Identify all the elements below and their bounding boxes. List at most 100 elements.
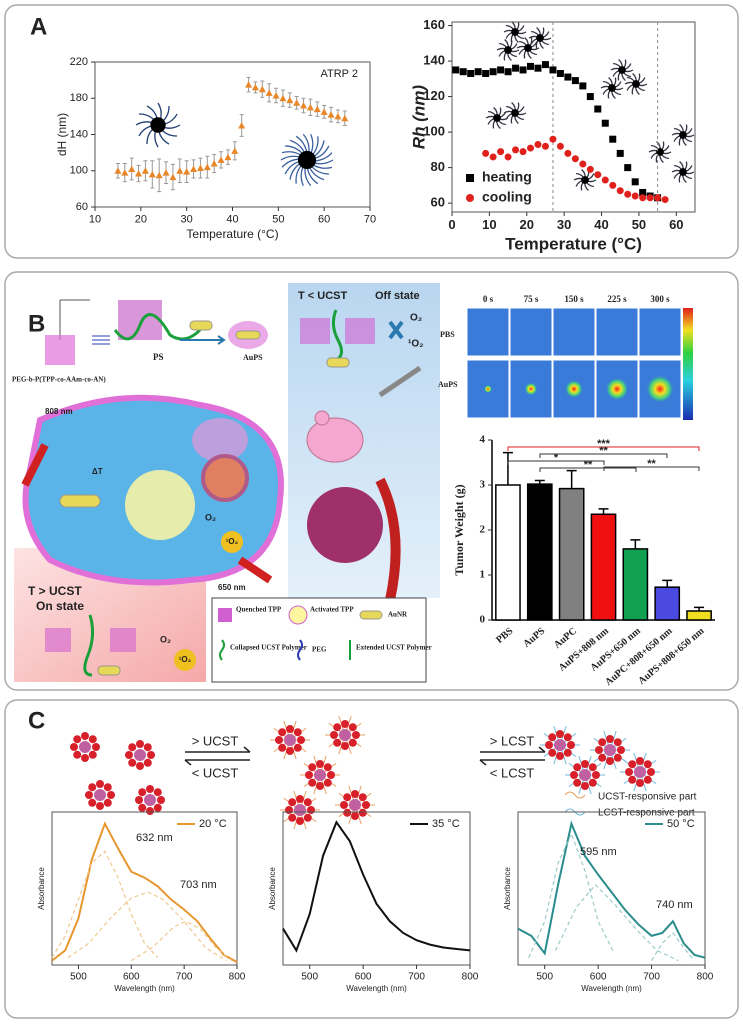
y-tick-label: 60 [431, 195, 445, 210]
micelle-unit [628, 760, 637, 769]
legend-text: LCST-responsive part [598, 808, 695, 819]
micelle-unit [333, 723, 342, 732]
point [609, 135, 617, 143]
point [231, 147, 239, 154]
point [121, 169, 129, 176]
micelle-unit [581, 760, 589, 768]
thermal-cell [595, 359, 639, 419]
point [541, 61, 549, 69]
point [624, 164, 632, 172]
y-tick-label: 1 [480, 569, 486, 581]
micelle-unit [563, 748, 572, 757]
time-label: 150 s [564, 294, 584, 304]
point [534, 141, 542, 149]
activated-tpp [110, 628, 136, 652]
o2-label: O₂ [205, 512, 216, 522]
micelle-unit [343, 808, 352, 817]
micelle-unit [92, 743, 100, 751]
point [512, 64, 520, 72]
point [279, 94, 287, 102]
equilibrium-arrow [479, 746, 546, 766]
plot-frame [282, 811, 471, 966]
x-tick-label: 500 [536, 972, 553, 983]
legend-label: heating [482, 169, 532, 185]
collapsed-polymer [331, 309, 343, 362]
micelle-unit [341, 720, 349, 728]
bar [558, 487, 585, 621]
micelle-unit [592, 771, 600, 779]
time-label: 225 s [607, 294, 627, 304]
time-label: 75 s [524, 294, 539, 304]
x-tick-label: 70 [364, 213, 376, 225]
error-bar [630, 539, 641, 549]
point [258, 85, 266, 93]
y-tick-label: 140 [70, 128, 88, 140]
mouse [306, 417, 364, 463]
aunr [59, 494, 101, 508]
point [467, 69, 475, 77]
point [169, 173, 177, 181]
peak-label: 595 nm [580, 846, 617, 858]
point [556, 69, 564, 77]
x-tick-label: 20 [520, 217, 534, 232]
micelle-unit [278, 743, 287, 752]
point [155, 171, 163, 179]
time-label: 300 s [650, 294, 670, 304]
x-tick-label: 0 [448, 217, 455, 232]
point [114, 167, 122, 174]
micelle-unit [275, 736, 283, 744]
x-tick-label: 20 [135, 213, 147, 225]
point [601, 119, 609, 127]
point [556, 142, 564, 150]
x-axis-label: Wavelength (nm) [114, 984, 175, 993]
micelle-unit [88, 735, 97, 744]
micelle-unit [286, 725, 294, 733]
transition-label: > UCST [192, 733, 239, 748]
micelle-unit [293, 728, 302, 737]
micelle-unit [628, 775, 637, 784]
y-tick-label: 160 [423, 17, 445, 32]
significance-bracket [507, 446, 700, 451]
micelle-unit [136, 762, 144, 770]
on-state-label: On state [36, 599, 84, 613]
point [586, 93, 594, 101]
x-axis-label: Wavelength (nm) [581, 984, 642, 993]
x-tick-label: 50 [272, 213, 284, 225]
micelle-unit [303, 813, 312, 822]
point [594, 105, 602, 113]
ps-label: PS [153, 352, 164, 362]
point [541, 142, 549, 150]
thermal-images: 0 s 75 s 150 s 225 s 300 s PBS AuPS [438, 294, 693, 420]
aups-label: AuPS [243, 353, 263, 362]
point [245, 81, 253, 88]
legend-icon [219, 639, 225, 661]
micelle-unit [348, 723, 357, 732]
micelle-core [294, 804, 306, 816]
y-axis-label: dH (nm) [55, 113, 69, 156]
point [527, 144, 535, 152]
hot-spot [646, 375, 674, 403]
point [616, 149, 624, 157]
laser-label: 650 nm [218, 583, 246, 592]
micelle-unit [81, 732, 89, 740]
point [341, 114, 349, 122]
micelle-core [94, 789, 106, 801]
point [579, 160, 587, 168]
micelle-unit [73, 750, 82, 759]
error-bar [502, 451, 513, 485]
micelle-unit [70, 743, 78, 751]
polymer-structure [59, 299, 90, 340]
point [549, 66, 557, 74]
tpp-structure [45, 335, 75, 365]
micelle-core [339, 729, 351, 741]
point [571, 77, 579, 85]
micelle-unit [305, 771, 313, 779]
o2-label: ¹O₂ [179, 655, 192, 664]
y-tick-label: 2 [480, 524, 486, 536]
legend-label: 20 °C [199, 818, 227, 830]
micelle-unit [136, 740, 144, 748]
legend-text: Extended UCST Polymer [356, 644, 432, 652]
x-tick-label: 700 [643, 972, 660, 983]
polymer-core [524, 44, 532, 52]
